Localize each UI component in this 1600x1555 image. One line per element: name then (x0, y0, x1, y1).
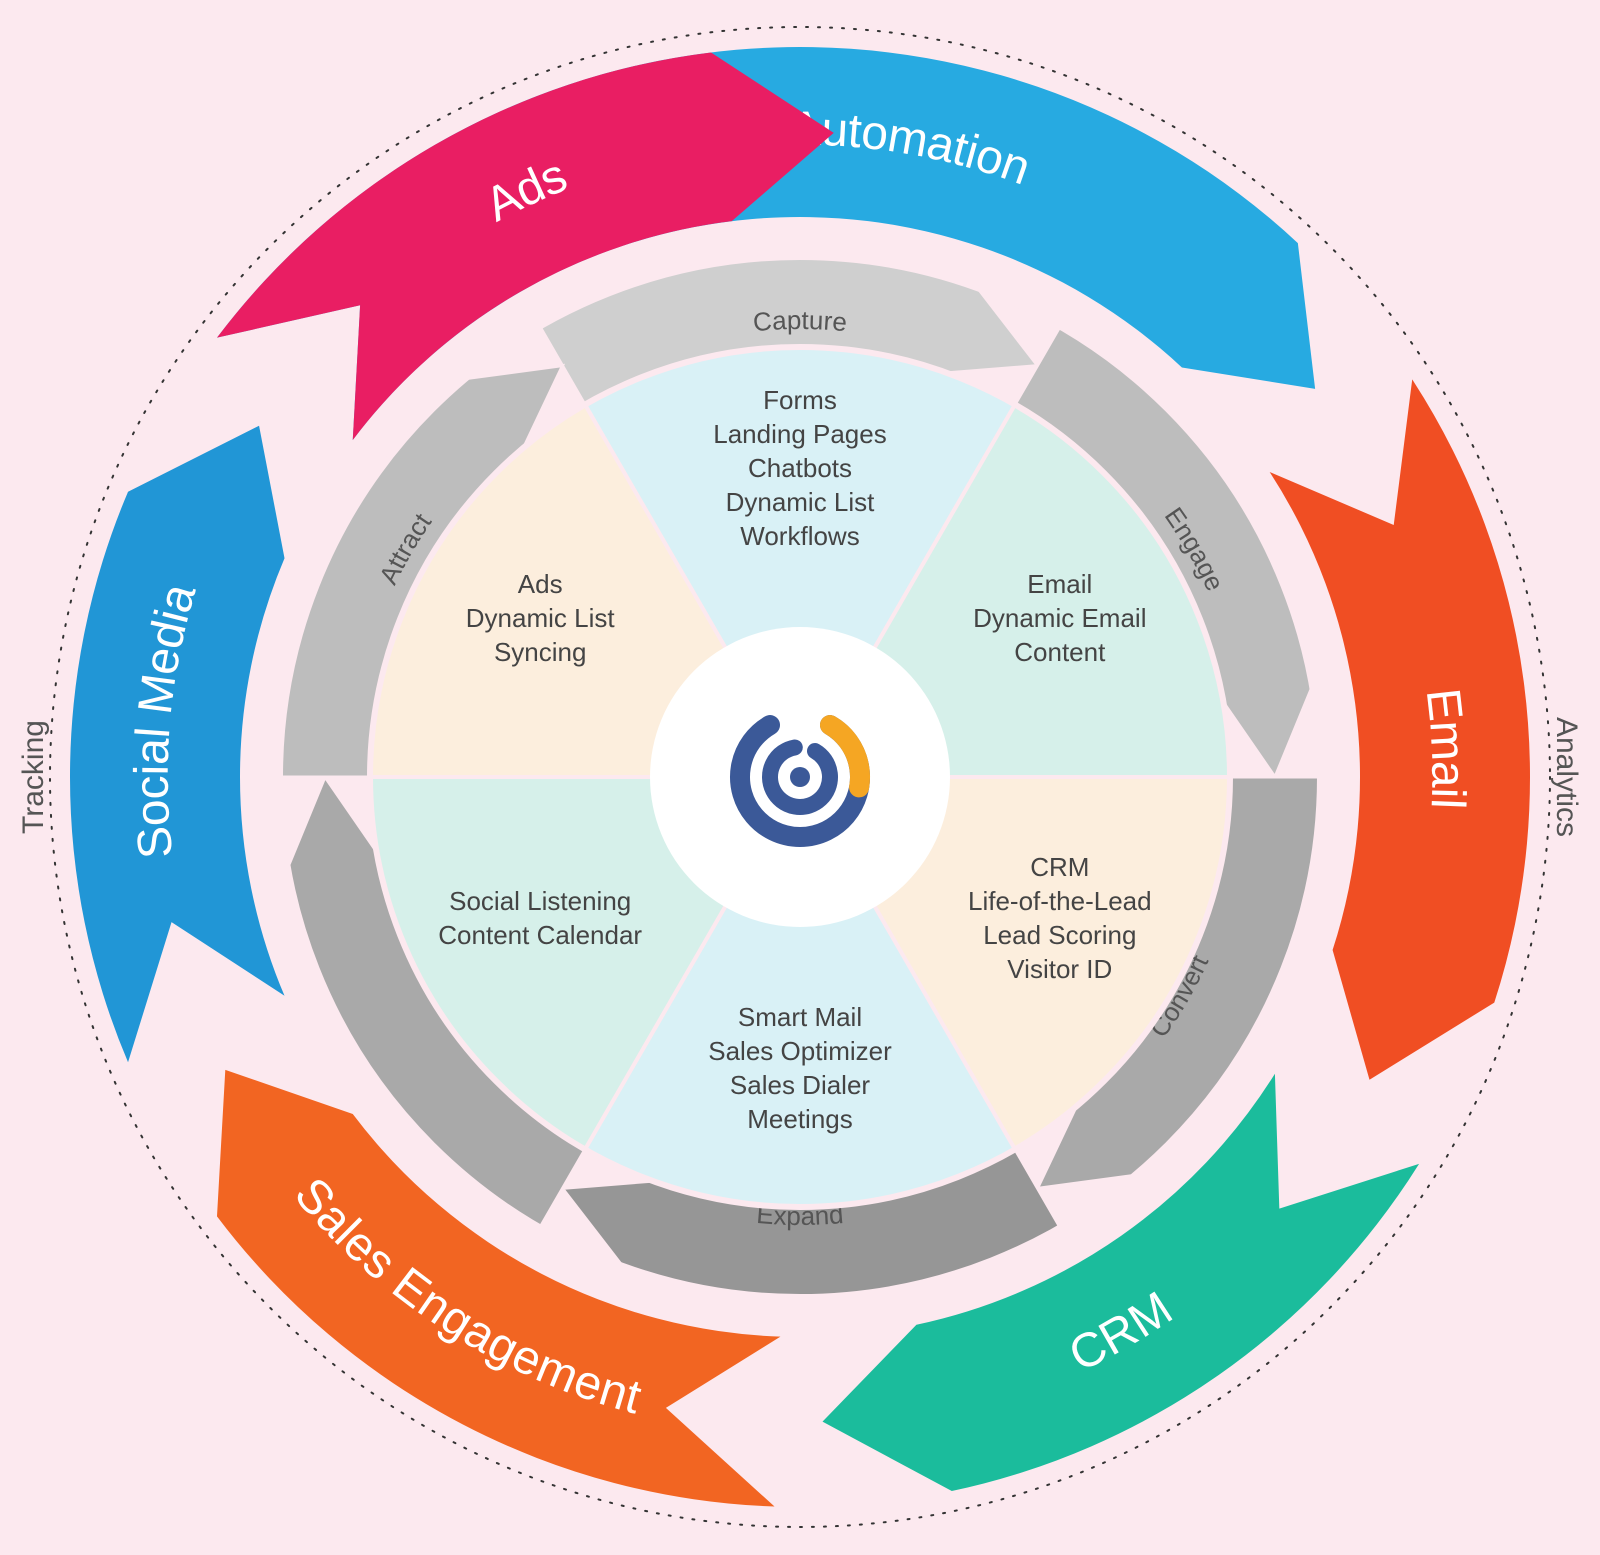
side-label-analytics: Analytics (1550, 717, 1583, 837)
diagram-stage: TrackingAnalyticsMarketing AutomationEma… (0, 0, 1600, 1555)
outer-label-1: Email (1416, 686, 1475, 810)
mid-label-0: Capture (752, 305, 849, 337)
side-label-tracking: Tracking (17, 720, 50, 834)
wheel-svg: TrackingAnalyticsMarketing AutomationEma… (0, 0, 1600, 1555)
